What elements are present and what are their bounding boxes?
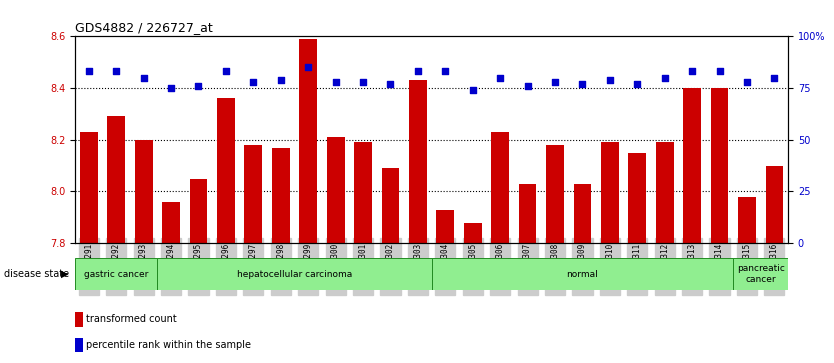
Point [686, 69, 699, 74]
Text: ▶: ▶ [61, 269, 68, 279]
Bar [409, 80, 427, 243]
Bar [162, 202, 180, 243]
Point [356, 79, 369, 85]
Bar [158, 258, 432, 290]
Point [82, 69, 95, 74]
Point [521, 83, 535, 89]
Point [575, 81, 589, 87]
Point [247, 79, 260, 85]
Text: hepatocellular carcinoma: hepatocellular carcinoma [237, 270, 352, 278]
Bar [546, 145, 564, 243]
Bar [464, 223, 482, 243]
Bar [354, 142, 372, 243]
Point [439, 69, 452, 74]
Bar [711, 88, 728, 243]
Text: gastric cancer: gastric cancer [84, 270, 148, 278]
Bar [244, 145, 262, 243]
Bar [75, 258, 158, 290]
Bar [80, 132, 98, 243]
Bar [601, 142, 619, 243]
Bar [574, 184, 591, 243]
Point [603, 77, 616, 83]
Bar [432, 258, 733, 290]
Point [274, 77, 288, 83]
Bar [491, 132, 509, 243]
Point [109, 69, 123, 74]
Point [768, 75, 781, 81]
Bar [135, 140, 153, 243]
Bar [766, 166, 783, 243]
Bar [436, 209, 455, 243]
Bar [108, 117, 125, 243]
Bar [217, 98, 235, 243]
Bar [381, 168, 399, 243]
Point [741, 79, 754, 85]
Point [164, 85, 178, 91]
Point [219, 69, 233, 74]
Point [302, 65, 315, 70]
Text: transformed count: transformed count [86, 314, 177, 325]
Point [466, 87, 480, 93]
Bar [189, 179, 208, 243]
Point [631, 81, 644, 87]
Text: normal: normal [566, 270, 598, 278]
Text: GDS4882 / 226727_at: GDS4882 / 226727_at [75, 21, 213, 34]
Point [713, 69, 726, 74]
Text: pancreatic
cancer: pancreatic cancer [736, 264, 785, 284]
Bar [327, 137, 344, 243]
Point [137, 75, 150, 81]
Point [658, 75, 671, 81]
Bar [733, 258, 788, 290]
Bar [683, 88, 701, 243]
Bar [738, 197, 756, 243]
Point [548, 79, 561, 85]
Text: percentile rank within the sample: percentile rank within the sample [86, 340, 251, 350]
Bar [519, 184, 536, 243]
Point [384, 81, 397, 87]
Bar [272, 147, 289, 243]
Bar [628, 153, 646, 243]
Text: disease state: disease state [4, 269, 69, 279]
Point [494, 75, 507, 81]
Bar [656, 142, 674, 243]
Bar [299, 39, 317, 243]
Point [411, 69, 425, 74]
Point [329, 79, 342, 85]
Point [192, 83, 205, 89]
